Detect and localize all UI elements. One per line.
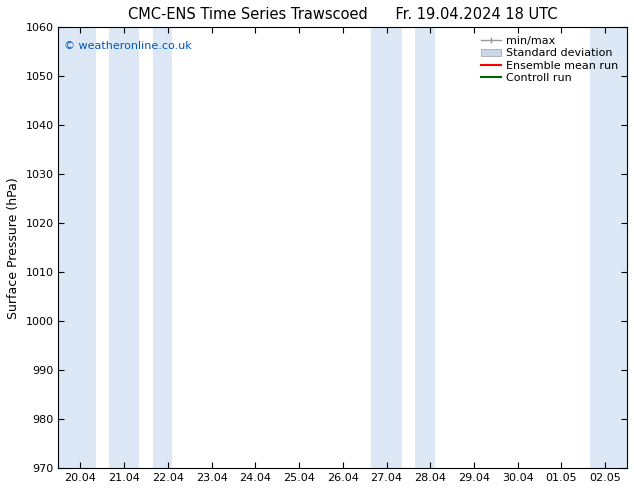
Bar bbox=[590, 27, 627, 468]
Legend: min/max, Standard deviation, Ensemble mean run, Controll run: min/max, Standard deviation, Ensemble me… bbox=[478, 33, 621, 86]
Text: © weatheronline.co.uk: © weatheronline.co.uk bbox=[64, 41, 192, 50]
Bar bbox=[371, 27, 402, 468]
Y-axis label: Surface Pressure (hPa): Surface Pressure (hPa) bbox=[7, 177, 20, 318]
Bar bbox=[109, 27, 139, 468]
Bar bbox=[153, 27, 172, 468]
Bar bbox=[415, 27, 435, 468]
Title: CMC-ENS Time Series Trawscoed      Fr. 19.04.2024 18 UTC: CMC-ENS Time Series Trawscoed Fr. 19.04.… bbox=[128, 7, 557, 22]
Bar bbox=[58, 27, 96, 468]
